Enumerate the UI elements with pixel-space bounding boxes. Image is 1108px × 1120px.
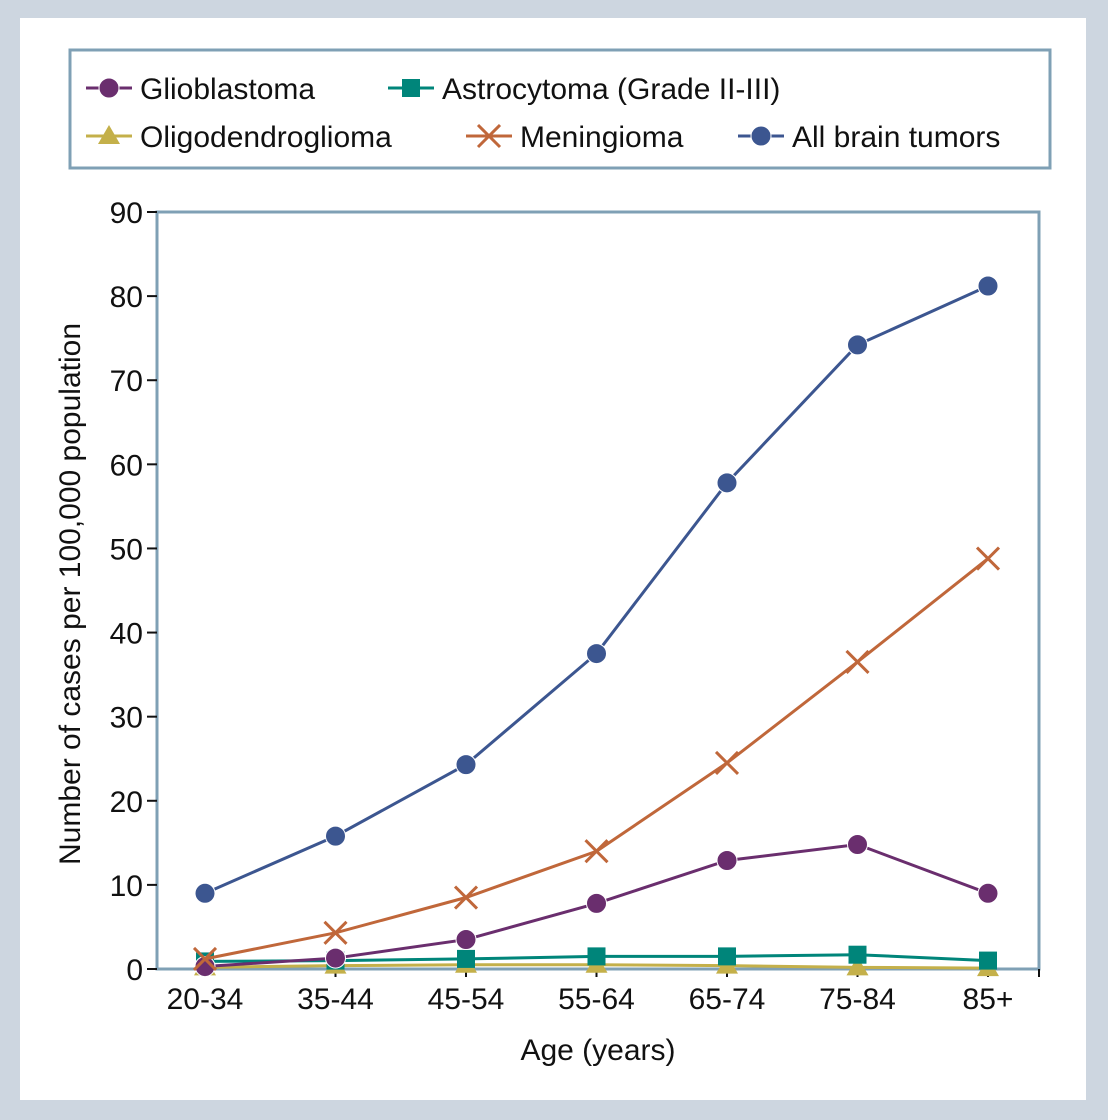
data-point (975, 546, 1001, 571)
x-tick-label: 75-84 (819, 983, 896, 1016)
data-point (325, 947, 346, 969)
legend-label: Oligodendroglioma (140, 121, 392, 154)
x-axis-label: Age (years) (520, 1034, 675, 1067)
data-point (977, 275, 999, 297)
legend: Glioblastoma Astrocytoma (Grade II-III) Ol… (68, 48, 1052, 170)
figure-panel (16, 14, 1090, 1104)
data-point (587, 947, 606, 966)
legend-marker (98, 77, 120, 99)
data-point (718, 947, 736, 966)
data-point (977, 882, 999, 904)
legend-marker (750, 125, 772, 147)
legend-label: Glioblastoma (140, 73, 315, 106)
plot-area: 0 10 20 30 40 50 60 70 80 90 20-34 35-44 45-54 55-64 6… (110, 197, 1041, 1016)
y-tick-label: 90 (110, 197, 143, 230)
data-point (194, 955, 216, 977)
data-point (455, 754, 477, 776)
x-tick-label: 45-54 (428, 983, 505, 1016)
data-point (323, 920, 348, 945)
data-point (716, 849, 738, 871)
y-tick-label: 80 (110, 281, 143, 314)
series-line-4 (204, 284, 989, 895)
data-point (457, 949, 475, 968)
legend-label: All brain tumors (792, 121, 1000, 154)
data-point (325, 825, 346, 847)
x-tick-label: 35-44 (297, 983, 374, 1016)
legend-marker (98, 125, 120, 144)
data-point (845, 649, 870, 675)
y-tick-label: 60 (110, 449, 143, 482)
data-point (847, 334, 868, 356)
legend-box (68, 48, 1052, 170)
data-point (847, 834, 868, 856)
y-tick-label: 10 (110, 870, 143, 903)
legend-label: Astrocytoma (Grade II-III) (442, 73, 780, 106)
y-tick-label: 20 (110, 786, 143, 819)
data-point (584, 839, 609, 864)
data-point (586, 643, 607, 665)
data-point (453, 885, 479, 910)
x-tick-label: 65-74 (689, 983, 766, 1016)
x-tick-label: 55-64 (558, 983, 635, 1016)
data-point (455, 929, 477, 951)
data-point (848, 945, 867, 964)
y-tick-label: 40 (110, 618, 143, 651)
x-tick-label: 20-34 (167, 983, 244, 1016)
data-point (716, 472, 738, 494)
legend-marker (476, 123, 502, 149)
y-tick-label: 70 (110, 365, 143, 398)
data-point (846, 956, 869, 976)
y-tick-label: 0 (126, 954, 143, 987)
data-point (194, 882, 216, 904)
data-point (586, 892, 607, 914)
x-tick-label: 85+ (963, 983, 1014, 1016)
legend-label: Meningioma (520, 121, 684, 154)
y-tick-label: 30 (110, 702, 143, 735)
data-point (192, 946, 218, 971)
data-point (979, 951, 997, 970)
legend-marker (402, 79, 420, 97)
y-axis-label: Number of cases per 100,000 population (54, 323, 87, 865)
data-point (714, 750, 740, 775)
y-tick-label: 50 (110, 533, 143, 566)
